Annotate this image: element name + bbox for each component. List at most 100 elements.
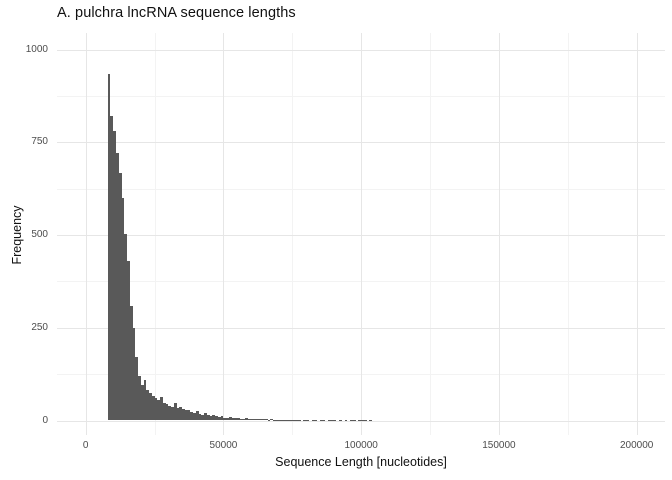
histogram-bar [113,131,116,421]
gridline-y-major [57,142,665,144]
histogram-bar [143,379,147,421]
histogram-bar [237,417,240,421]
histogram-bar [154,398,158,421]
histogram-bar [116,153,119,421]
histogram-bar [201,414,205,421]
histogram-bar [173,402,177,421]
histogram-bar [226,417,229,421]
histogram-bar [234,418,238,421]
histogram-bar [256,419,260,421]
gridline-y-major [57,327,665,329]
histogram-bar [212,415,216,421]
histogram-bar [275,419,279,421]
histogram-bar [369,419,373,421]
x-axis-title: Sequence Length [nucleotides] [275,455,447,469]
histogram-bar [182,409,185,421]
histogram-bar [278,419,282,421]
histogram-bar [217,416,221,421]
plot-panel [57,33,665,435]
histogram-bar [151,396,155,421]
histogram-bar [135,357,139,421]
histogram-bar [110,115,114,421]
y-tick-label: 250 [31,321,48,333]
histogram-bar [132,327,136,421]
gridline-x-major [498,33,500,435]
histogram-bar [138,376,141,421]
histogram-bar [297,419,301,421]
histogram-bar [289,419,293,421]
x-tick-label: 200000 [620,440,654,451]
gridline-x-minor [567,33,569,435]
histogram-bar [129,305,133,421]
gridline-x-minor [430,33,432,435]
histogram-bar [253,418,257,421]
histogram-bar [220,416,224,421]
x-tick-label: 0 [82,440,89,451]
histogram-bar [231,418,235,421]
histogram-bar [165,404,169,421]
histogram-bars [57,33,665,435]
histogram-bar [149,393,152,421]
histogram-bar [259,419,262,421]
histogram-bar [319,419,323,421]
gridline-y-major [57,235,665,237]
histogram-bar [333,419,337,421]
chart-title: A. pulchra lncRNA sequence lengths [57,5,296,21]
gridline-x-minor [154,33,156,435]
histogram-bar [223,417,227,421]
histogram-bar [239,418,243,421]
histogram-bar [187,409,191,421]
histogram-bar [179,406,183,421]
gridline-y-minor [57,374,665,376]
histogram-bar [215,416,218,421]
gridline-x-major [636,33,638,435]
histogram-bar [162,402,166,421]
histogram-bar [245,418,249,421]
gridline-x-major [361,33,363,435]
histogram-bar [352,419,356,421]
y-tick-label: 750 [31,136,48,148]
histogram-bar [251,419,254,421]
gridline-y-major [57,49,665,51]
histogram-bar [267,419,271,421]
histogram-bar [195,411,199,421]
histogram-bar [193,412,196,421]
gridline-y-minor [57,281,665,283]
histogram-bar [157,400,161,421]
histogram-bar [146,390,150,421]
histogram-bar [171,406,174,421]
histogram-bar [124,234,128,421]
gridline-y-minor [57,96,665,98]
histogram-bar [284,419,287,421]
histogram-bar [209,416,213,421]
x-tick-label: 150000 [482,440,516,451]
y-tick-label: 500 [31,229,48,241]
gridline-x-major [85,33,87,435]
gridline-x-major [223,33,225,435]
histogram-bar [206,415,210,421]
gridline-x-minor [292,33,294,435]
histogram-bar [264,419,268,421]
histogram-bar [228,417,232,421]
histogram-bar [118,173,122,421]
histogram-bar [140,385,144,421]
histogram-bar [168,405,172,421]
histogram-bar [190,411,194,421]
histogram-bar [160,396,163,421]
histogram-bar [248,419,251,421]
histogram-bar [121,198,125,421]
gridline-y-major [57,420,665,422]
histogram-bar [262,419,265,421]
histogram-bar [127,261,130,421]
histogram-bar [361,419,364,421]
histogram-bar [273,419,276,421]
gridline-y-minor [57,188,665,190]
x-tick-label: 50000 [209,440,238,451]
histogram-bar [198,413,202,421]
histogram-bar [270,419,274,421]
histogram-bar [184,410,188,421]
y-tick-label: 0 [42,414,48,426]
histogram-bar [176,408,180,421]
histogram-bar [204,413,207,421]
